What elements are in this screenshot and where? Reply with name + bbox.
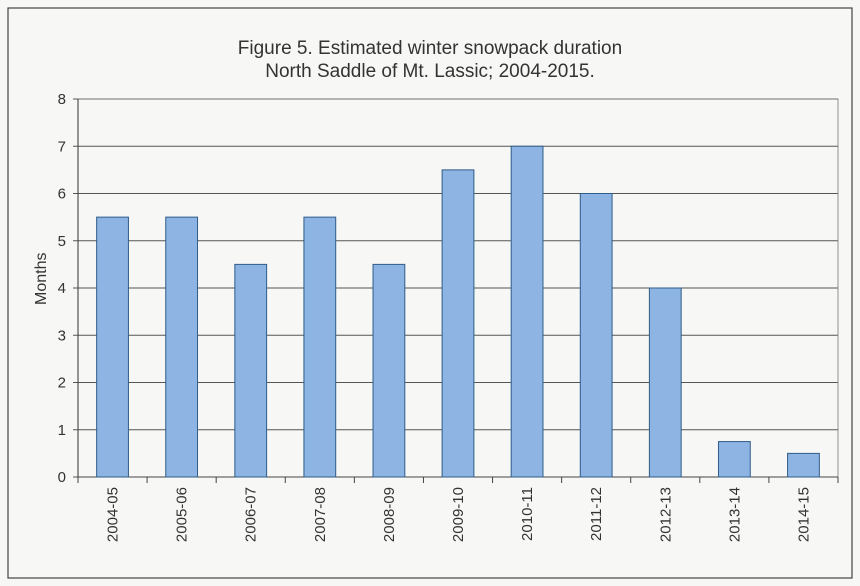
y-tick-label: 5 [58, 233, 66, 250]
y-tick-label: 8 [58, 91, 66, 108]
x-tick-label: 2005-06 [174, 487, 191, 542]
y-tick-label: 4 [58, 280, 66, 297]
x-tick-label: 2009-10 [450, 487, 467, 542]
x-tick-label: 2007-08 [312, 487, 329, 542]
y-tick-label: 6 [58, 186, 66, 203]
y-tick-label: 0 [58, 469, 66, 486]
y-tick-label: 1 [58, 422, 66, 439]
bar-2011-12 [579, 193, 613, 478]
y-tick-label: 3 [58, 327, 66, 344]
bar-2013-14 [717, 441, 751, 478]
x-tick-label: 2010-11 [519, 487, 536, 541]
x-tick-label: 2014-15 [795, 487, 812, 542]
x-tick-label: 2012-13 [657, 487, 674, 542]
bar-2007-08 [303, 216, 337, 478]
chart-subtitle: North Saddle of Mt. Lassic; 2004-2015. [265, 61, 595, 82]
bar-2008-09 [372, 263, 406, 478]
bar-2006-07 [234, 263, 268, 478]
chart-border [7, 7, 853, 579]
chart-title: Figure 5. Estimated winter snowpack dura… [237, 38, 623, 59]
bar-2009-10 [441, 169, 475, 478]
x-tick-label: 2004-05 [105, 487, 122, 542]
x-tick-label: 2008-09 [381, 487, 398, 542]
x-tick-label: 2006-07 [243, 487, 260, 542]
x-tick-label: 2011-12 [588, 487, 605, 541]
bar-2012-13 [648, 287, 682, 478]
bar-2010-11 [510, 145, 544, 478]
y-tick-label: 7 [58, 138, 66, 155]
x-tick-label: 2013-14 [726, 487, 743, 542]
bar-2014-15 [787, 452, 820, 478]
bar-2004-05 [96, 216, 129, 478]
y-tick-label: 2 [58, 375, 66, 392]
bar-2005-06 [165, 216, 199, 478]
